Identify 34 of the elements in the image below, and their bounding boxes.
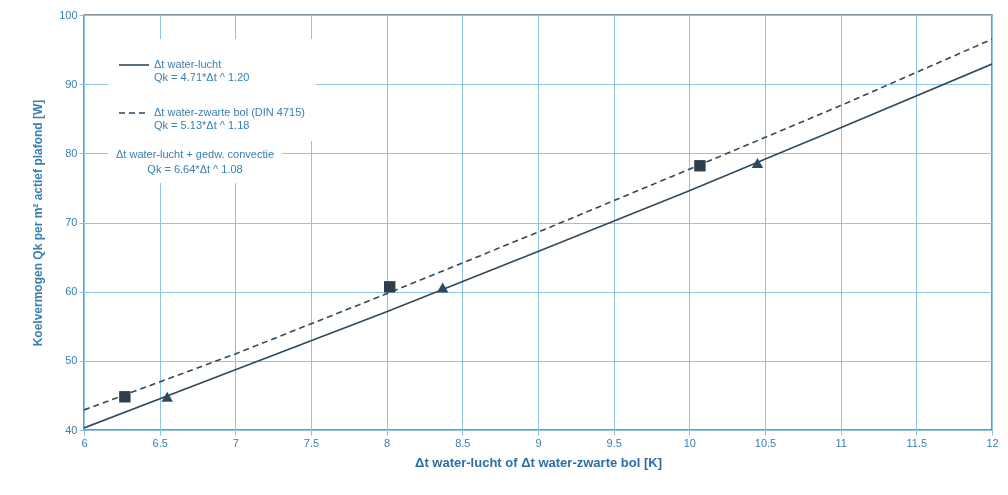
x-tick-label: 8 [384, 436, 391, 449]
x-tick-label: 6 [81, 436, 88, 449]
x-tick-label: 11 [835, 436, 847, 449]
y-tick-label: 40 [65, 423, 78, 436]
x-tick-label: 6.5 [152, 436, 168, 449]
x-tick-label: 9 [535, 436, 542, 449]
x-tick-label: 10.5 [754, 436, 777, 449]
y-tick-label: 60 [65, 285, 78, 298]
x-tick-label: 11.5 [906, 436, 928, 449]
y-tick-label: 100 [59, 8, 78, 21]
x-axis-title: Δt water-lucht of Δt water-zwarte bol [K] [415, 454, 662, 470]
x-tick-label: 12 [986, 436, 999, 449]
x-tick-label: 7.5 [303, 436, 320, 449]
y-tick-label: 70 [65, 216, 78, 228]
x-tick-label: 9.5 [606, 436, 622, 449]
annotation: Qk = 5.13*Δt ^ 1.18 [154, 119, 250, 131]
point [694, 160, 706, 172]
x-tick-label: 10 [683, 436, 696, 449]
y-tick-label: 80 [65, 146, 78, 159]
point [751, 158, 764, 168]
point [161, 391, 173, 402]
annotation: Δt water-lucht + gedw. convectie [116, 147, 275, 162]
x-tick-label: 7 [232, 436, 239, 449]
point [436, 282, 449, 293]
legend-label: Δt water-zwarte bol (DIN 4715) [154, 106, 306, 118]
point [383, 281, 396, 293]
y-tick-label: 50 [65, 354, 78, 367]
annotation: Qk = 6.64*Δt ^ 1.08 [146, 162, 244, 177]
x-tick-label: 8.5 [455, 436, 471, 449]
y-axis-title: Koelvermogen Qk per m² actief plafond [W] [31, 99, 46, 347]
point [119, 391, 131, 403]
y-tick-label: 90 [65, 77, 78, 90]
annotation: Qk = 4.71*Δt ^ 1.20 [154, 71, 250, 83]
legend-label: Δt water-lucht [154, 58, 222, 70]
